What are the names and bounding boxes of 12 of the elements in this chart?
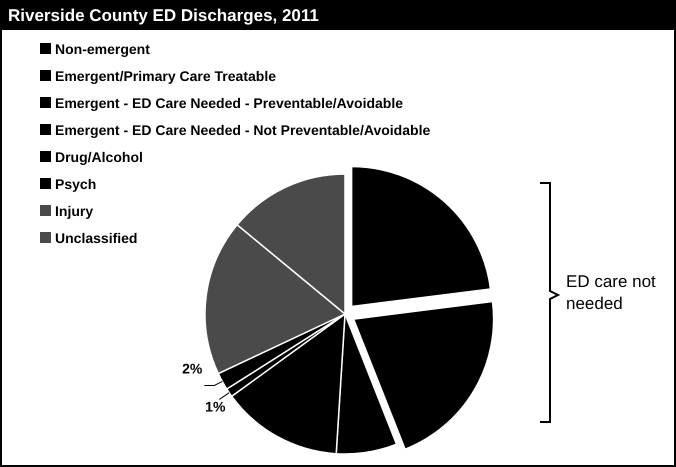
text: ED care not needed — [566, 272, 656, 313]
legend-label: Emergent - ED Care Needed - Not Preventable/Avoidable — [55, 122, 430, 138]
data-label: 2% — [182, 360, 203, 376]
data-label: 1% — [205, 398, 226, 414]
legend-label: Drug/Alcohol — [55, 149, 143, 165]
legend-label: Emergent/Primary Care Treatable — [55, 68, 276, 84]
chart-title: Riverside County ED Discharges, 2011 — [8, 6, 319, 25]
legend-label: Unclassified — [55, 230, 138, 246]
legend-label: Injury — [55, 203, 94, 219]
legend-label: Psych — [55, 176, 96, 192]
legend-label: Emergent - ED Care Needed - Preventable/Avoidable — [55, 95, 404, 111]
legend-label: Non-emergent — [55, 41, 150, 57]
